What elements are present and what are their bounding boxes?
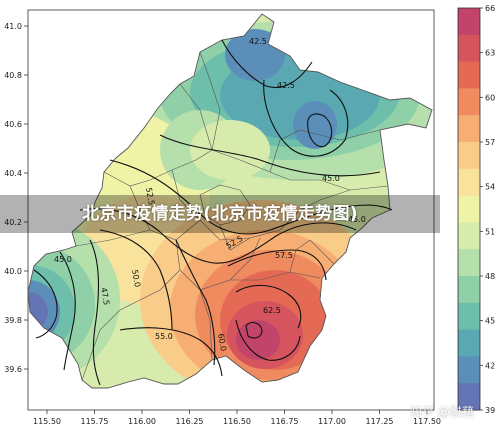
contour-label: 57.5 bbox=[275, 251, 293, 260]
contour-label: 52.5 bbox=[144, 187, 156, 206]
contour-label: 45.0 bbox=[322, 174, 340, 183]
colorbar-tick-label: 39 bbox=[485, 406, 495, 415]
colorbar-tick-label: 42 bbox=[485, 361, 495, 370]
contour-label: 60.0 bbox=[216, 333, 228, 352]
x-axis: 115.50 115.75 116.00 116.25 116.50 116.75 117.… bbox=[33, 410, 441, 426]
colorbar-segment bbox=[458, 168, 480, 197]
contour-label: 45.0 bbox=[348, 215, 366, 224]
y-tick-label: 40.2 bbox=[4, 218, 22, 227]
x-tick-label: 116.50 bbox=[223, 417, 251, 426]
title-banner bbox=[0, 195, 440, 233]
colorbar-segment bbox=[458, 302, 480, 331]
colorbar-segment bbox=[458, 8, 480, 36]
colorbar-segment bbox=[458, 142, 480, 170]
contour-label: 50.0 bbox=[130, 269, 142, 288]
colorbar-segment bbox=[458, 356, 480, 384]
y-tick-label: 39.6 bbox=[4, 365, 22, 374]
x-tick-label: 117.25 bbox=[366, 417, 394, 426]
colorbar-segment bbox=[458, 195, 480, 223]
contour-label: 42.5 bbox=[277, 81, 295, 90]
colorbar-tick-label: 48 bbox=[485, 272, 495, 281]
contour-label: 62.5 bbox=[263, 306, 281, 315]
x-tick-label: 117.50 bbox=[413, 417, 441, 426]
colorbar-segment bbox=[458, 115, 480, 143]
colorbar-segment bbox=[458, 383, 480, 411]
y-tick-label: 40.6 bbox=[4, 120, 22, 129]
colorbar-tick-label: 57 bbox=[485, 138, 495, 147]
x-tick-label: 117.00 bbox=[318, 417, 346, 426]
watermark: 知乎 @慰藉 bbox=[410, 405, 474, 419]
y-tick-label: 40.8 bbox=[4, 71, 22, 80]
x-tick-label: 116.00 bbox=[128, 417, 156, 426]
colorbar-segment bbox=[458, 34, 480, 63]
contour-lines bbox=[33, 39, 393, 386]
colorbar-tick-label: 54 bbox=[485, 183, 495, 192]
contour-label: 47.5 bbox=[99, 287, 111, 306]
colorbar-segment bbox=[458, 61, 480, 89]
district-boundaries bbox=[75, 51, 389, 381]
contour-label: 45.0 bbox=[54, 255, 72, 264]
colorbar-frame bbox=[457, 7, 481, 411]
contour-label-group: 42.5 42.5 45.0 45.0 52.5 52.5 57.5 60.0 … bbox=[54, 37, 366, 352]
contour-label: 55.0 bbox=[155, 332, 173, 341]
colorbar-segment bbox=[458, 329, 480, 357]
y-tick-label: 39.8 bbox=[4, 316, 22, 325]
colorbar-segment bbox=[458, 88, 480, 116]
colorbar-tick-label: 45 bbox=[485, 317, 495, 326]
colorbar: 66 63 60 57 54 51 48 45 42 39 bbox=[457, 4, 495, 415]
x-tick-label: 116.25 bbox=[176, 417, 204, 426]
x-tick-label: 115.75 bbox=[81, 417, 109, 426]
colorbar-tick-label: 60 bbox=[485, 93, 495, 102]
colorbar-segment bbox=[458, 276, 480, 304]
y-tick-label: 40.4 bbox=[4, 169, 22, 178]
x-tick-label: 116.75 bbox=[271, 417, 299, 426]
colorbar-tick-label: 66 bbox=[485, 4, 495, 13]
colorbar-tick-label: 51 bbox=[485, 227, 495, 236]
y-tick-label: 40.0 bbox=[4, 267, 22, 276]
colorbar-tick-label: 63 bbox=[485, 49, 495, 58]
x-tick-label: 115.50 bbox=[33, 417, 61, 426]
page-title: 北京市疫情走势(北京市疫情走势图) bbox=[82, 204, 358, 224]
y-tick-label: 41.0 bbox=[4, 22, 22, 31]
y-axis: 41.0 40.8 40.6 40.4 40.2 40.0 39.8 39.6 bbox=[4, 22, 28, 374]
contour-label: 42.5 bbox=[249, 37, 267, 46]
colorbar-segment bbox=[458, 222, 480, 250]
colorbar-segment bbox=[458, 249, 480, 277]
